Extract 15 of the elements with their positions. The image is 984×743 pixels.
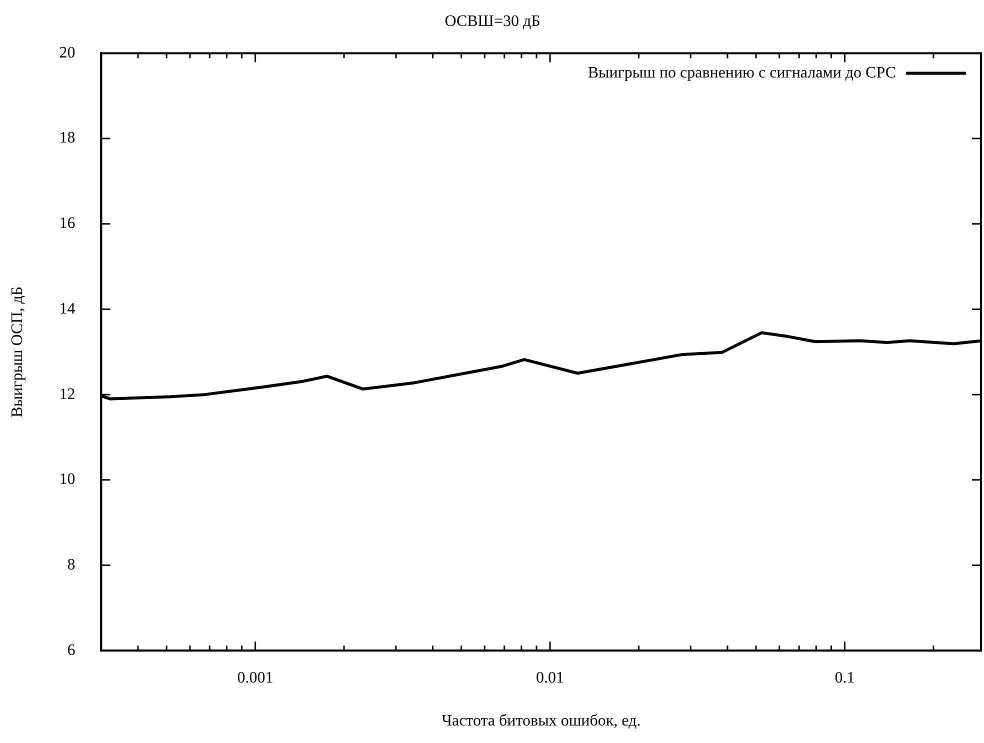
legend-label: Выигрыш по сравнению с сигналами до СРС — [588, 64, 896, 82]
y-tick-label: 20 — [59, 44, 76, 62]
x-tick-label: 0.001 — [237, 669, 274, 686]
y-tick-label: 16 — [59, 215, 76, 232]
x-tick-label: 0.1 — [834, 669, 855, 686]
chart-title: ОСВШ=30 дБ — [444, 12, 540, 30]
y-tick-label: 8 — [67, 556, 76, 574]
y-tick-label: 12 — [59, 386, 76, 403]
y-axis-title: Выигрыш ОСП, дБ — [8, 286, 26, 418]
x-axis-title: Частота битовых ошибок, ед. — [442, 712, 641, 730]
y-tick-label: 14 — [59, 300, 76, 318]
y-tick-label: 18 — [59, 130, 76, 147]
y-tick-label: 6 — [67, 642, 76, 659]
y-tick-label: 10 — [59, 471, 76, 488]
x-tick-label: 0.01 — [536, 669, 564, 686]
